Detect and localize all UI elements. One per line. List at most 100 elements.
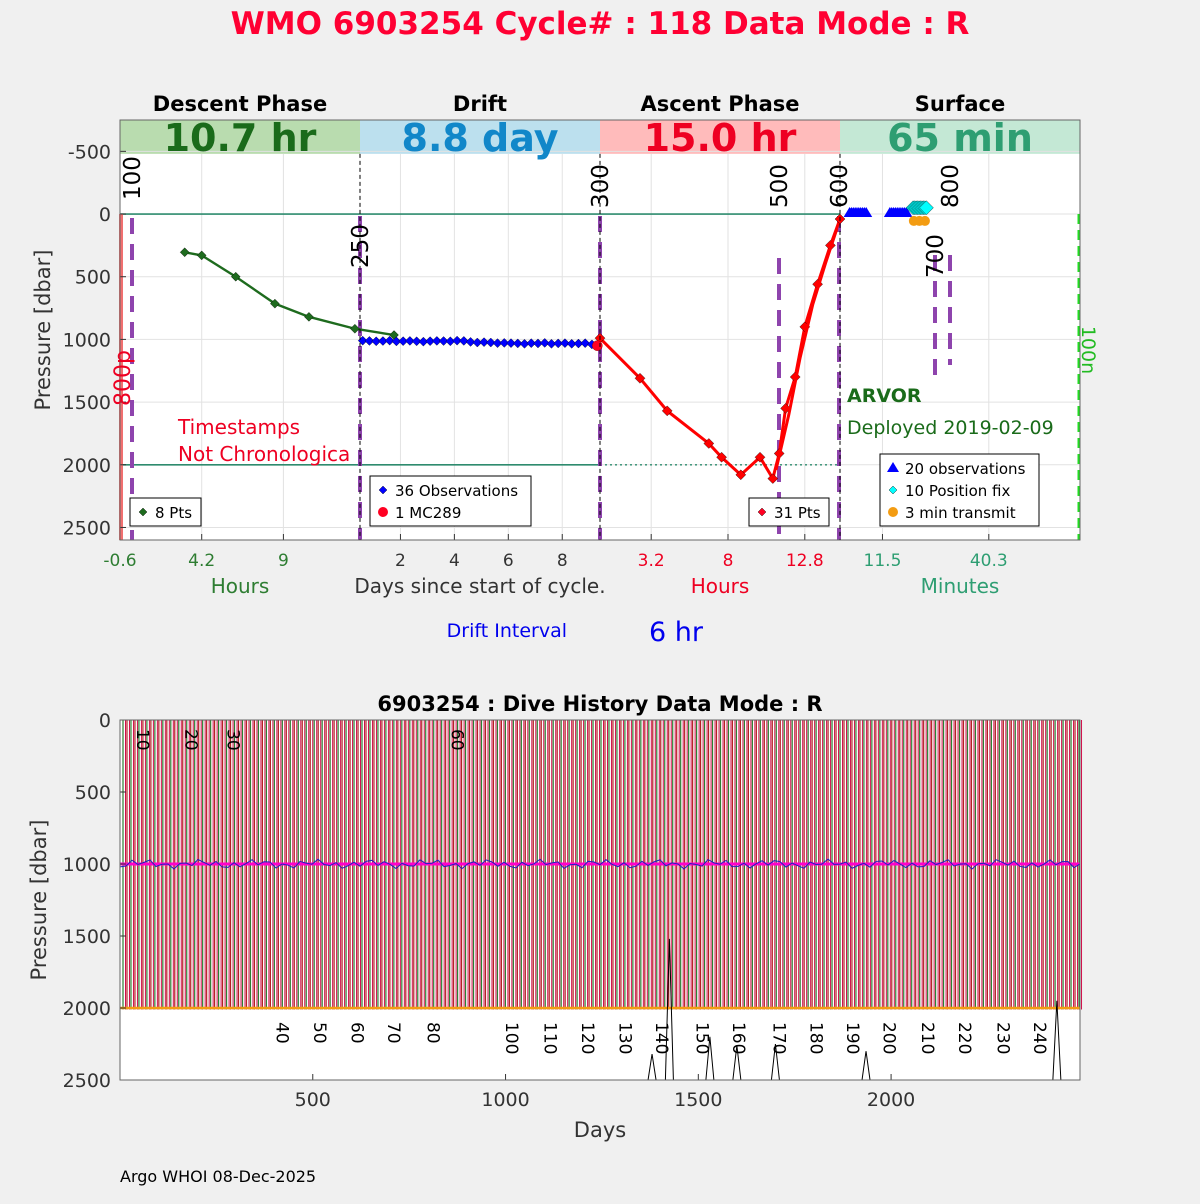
cycle-number-label: 130 xyxy=(614,1022,634,1054)
cycle-marker-label: 800 xyxy=(938,164,964,208)
legend-label: 31 Pts xyxy=(774,504,821,522)
ascent-data-point xyxy=(661,405,673,417)
dive-history-ytick-label: 2500 xyxy=(63,1070,111,1092)
drift-data-point xyxy=(459,336,469,346)
transmit-point xyxy=(919,215,930,226)
footer-credit: Argo WHOI 08-Dec-2025 xyxy=(120,1167,316,1186)
legend-marker xyxy=(378,485,388,495)
dive-history-ytick-label: 1000 xyxy=(63,854,111,876)
drift-data-point xyxy=(512,338,523,349)
depth-spike xyxy=(770,1043,780,1081)
ascent-xtick-label: 12.8 xyxy=(786,551,824,571)
descent-xtick-label: 9 xyxy=(278,551,289,571)
surface-xtick-label: 11.5 xyxy=(864,551,902,571)
cycle-number-label: 140 xyxy=(651,1022,671,1054)
descent-phase-title: Descent Phase xyxy=(153,92,327,116)
drift-data-point xyxy=(438,336,449,346)
drift-data-point xyxy=(405,336,415,346)
cycle-number-label: 20 xyxy=(180,729,200,751)
cycle-ytick-label: 1500 xyxy=(63,392,111,414)
cycle-number-label: 210 xyxy=(917,1022,937,1054)
dive-history-xtick-label: 2000 xyxy=(867,1089,915,1111)
depth-spike xyxy=(861,1051,871,1081)
cycle-number-label: 230 xyxy=(992,1022,1012,1054)
ascent-data-point xyxy=(767,473,779,484)
drift-data-point xyxy=(472,337,483,348)
cycle-number-label: 240 xyxy=(1029,1022,1049,1054)
legend-marker xyxy=(888,485,898,495)
cycle-ylabel: Pressure [dbar] xyxy=(31,250,55,411)
depth-spike xyxy=(732,1045,742,1081)
descent-duration-label: 10.7 hr xyxy=(164,116,317,160)
descent-xtick-label: 4.2 xyxy=(188,551,215,571)
ascent-xtick-label: 8 xyxy=(723,551,734,571)
ascent-data-point xyxy=(634,372,646,384)
position-fix-point xyxy=(919,200,934,216)
cycle-number-label: 160 xyxy=(728,1022,748,1054)
descent-data-point xyxy=(230,271,241,282)
ascent-data-point xyxy=(703,438,715,449)
drift-data-point xyxy=(432,336,442,346)
dive-history-ytick-label: 1500 xyxy=(63,926,111,948)
ascent-duration-label: 15.0 hr xyxy=(644,116,797,160)
ascent-xunit-label: Hours xyxy=(691,574,750,598)
dive-history-ylabel: Pressure [dbar] xyxy=(27,820,51,981)
legend-marker xyxy=(757,507,767,517)
legend-marker xyxy=(138,507,148,517)
dive-history-ytick-label: 2000 xyxy=(63,998,111,1020)
legend-box xyxy=(369,475,532,527)
drift-data-point xyxy=(384,335,395,346)
surface-phase-title: Surface xyxy=(915,92,1005,116)
legend-label: 10 Position fix xyxy=(905,482,1010,500)
cycle-marker-label: 500 xyxy=(767,164,793,208)
drift-data-point xyxy=(499,338,510,348)
drift-xtick-label: 2 xyxy=(395,551,406,571)
cycle-number-label: 40 xyxy=(271,1022,291,1044)
cycle-number-label: 190 xyxy=(842,1022,862,1054)
cycle-number-label: 30 xyxy=(223,729,243,751)
cycle-ytick-label: 2000 xyxy=(63,455,111,477)
depth-spike xyxy=(1052,1000,1062,1081)
drift-data-point xyxy=(486,337,496,348)
drift-phase-title: Drift xyxy=(453,92,507,116)
surface-side-label: 100n xyxy=(1077,326,1099,374)
cycle-ytick-label: 2500 xyxy=(63,517,111,539)
surface-xunit-label: Minutes xyxy=(921,574,1000,598)
cycle-number-label: 10 xyxy=(132,729,152,751)
legend-marker xyxy=(378,507,388,517)
cycle-ytick-label: -500 xyxy=(68,141,111,163)
depth-spike xyxy=(705,1036,715,1081)
drift-data-point xyxy=(526,338,537,348)
deployed-date-label: Deployed 2019-02-09 xyxy=(847,417,1054,439)
drift-xtick-label: 4 xyxy=(449,551,460,571)
timestamps-note: Timestamps xyxy=(177,415,300,439)
cycle-number-label: 180 xyxy=(805,1022,825,1054)
cycle-number-label: 220 xyxy=(954,1022,974,1054)
legend-label: 3 min transmit xyxy=(905,504,1016,522)
ascent-secondary-line xyxy=(774,228,839,471)
descent-data-point xyxy=(196,250,207,261)
ascent-xtick-label: 3.2 xyxy=(638,551,665,571)
drift-data-point xyxy=(371,336,381,347)
ascent-phase-title: Ascent Phase xyxy=(641,92,800,116)
drift-data-point xyxy=(411,336,422,347)
descent-duration-band xyxy=(120,120,360,154)
descent-side-label: 800p xyxy=(111,350,136,406)
drift-data-point xyxy=(391,336,402,347)
dive-history-ytick-label: 0 xyxy=(99,710,111,732)
drift-duration-band xyxy=(360,120,600,154)
drift-data-point xyxy=(580,338,590,348)
cycle-axes xyxy=(119,119,1081,541)
surface-observation-point xyxy=(860,207,873,218)
drift-data-point xyxy=(425,336,435,346)
cycle-number-label: 60 xyxy=(446,729,466,751)
cycle-marker-label: 300 xyxy=(588,164,614,208)
cycle-marker-label: 700 xyxy=(923,234,949,278)
cycle-number-label: 60 xyxy=(347,1022,367,1044)
cycle-number-label: 120 xyxy=(577,1022,597,1054)
legend-marker xyxy=(887,462,899,472)
drift-data-point xyxy=(573,338,584,349)
surface-duration-band xyxy=(840,120,1080,154)
